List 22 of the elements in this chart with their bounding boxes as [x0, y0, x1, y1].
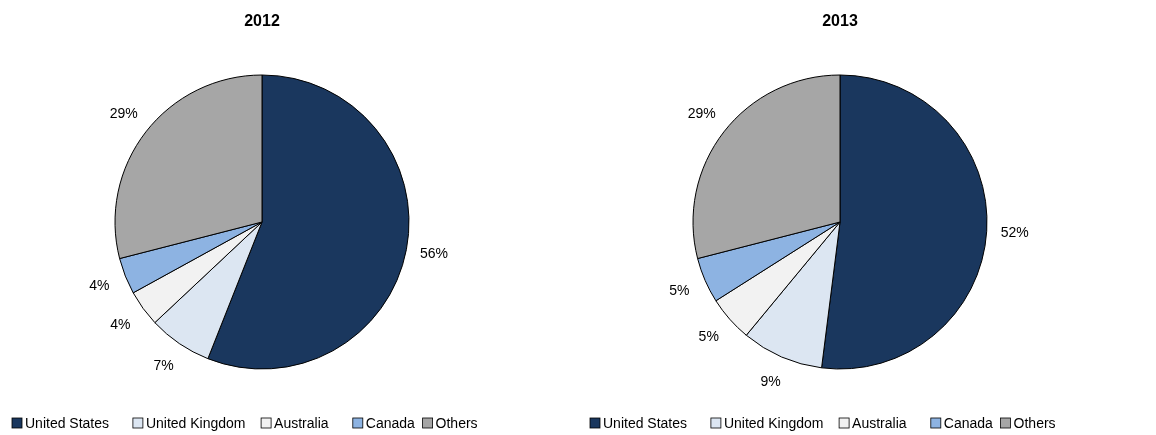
- data-label: 29%: [687, 105, 716, 122]
- legend-label: Canada: [365, 415, 416, 431]
- data-label: 5%: [669, 282, 690, 299]
- data-label: 4%: [110, 315, 131, 332]
- legend-label: Australia: [274, 415, 329, 431]
- data-label: 52%: [1000, 223, 1029, 240]
- data-label: 9%: [760, 373, 781, 390]
- legend-label: United States: [25, 415, 110, 431]
- data-label: 29%: [109, 105, 138, 122]
- legend-label: Canada: [943, 415, 994, 431]
- legend-label: Others: [435, 415, 478, 431]
- data-label: 5%: [698, 328, 719, 345]
- legend-label: United States: [603, 415, 688, 431]
- legend-label: United Kingdom: [723, 415, 824, 431]
- data-label: 7%: [153, 357, 174, 374]
- legend-label: Others: [1013, 415, 1056, 431]
- legend-label: Australia: [852, 415, 907, 431]
- chart-title: 2013: [822, 12, 858, 29]
- chart-title: 2012: [244, 12, 280, 29]
- legend-label: United Kingdom: [145, 415, 246, 431]
- data-label: 4%: [89, 277, 110, 294]
- data-label: 56%: [419, 245, 448, 262]
